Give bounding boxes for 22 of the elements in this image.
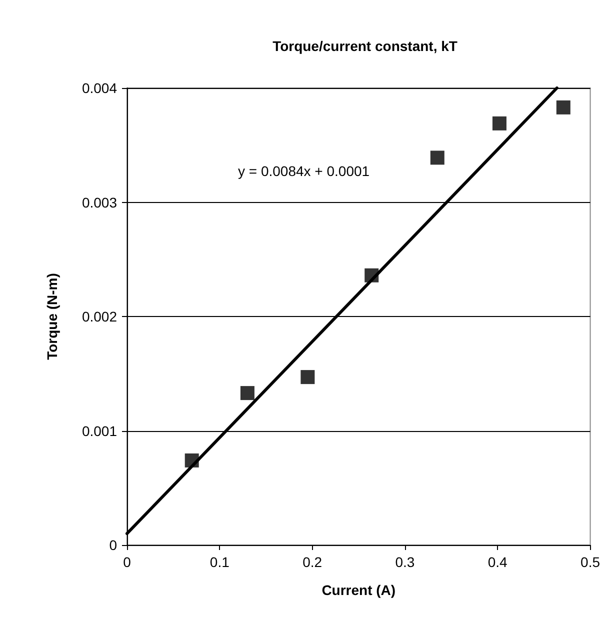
x-tick-label: 0.1 (210, 554, 230, 570)
point (364, 268, 379, 282)
y-tick-label: 0 (109, 537, 118, 553)
annotation: y = 0.0084x + 0.0001 (238, 163, 370, 179)
point (300, 370, 315, 384)
point (240, 386, 254, 400)
point (184, 453, 199, 468)
x-tick-label: 0.2 (302, 554, 322, 570)
y-axis-title: Torque (N-m) (44, 273, 60, 360)
x-tick-label: 0 (123, 554, 132, 570)
x-tick-label: 0.3 (395, 554, 415, 570)
y-tick-label: 0.004 (82, 80, 118, 96)
x-tick-label: 0.4 (488, 554, 508, 570)
point (556, 100, 570, 114)
y-tick-label: 0.003 (82, 194, 118, 210)
point (430, 150, 444, 165)
chart-title: Torque/current constant, kT (272, 38, 458, 54)
point (492, 116, 506, 130)
y-tick-label: 0.002 (82, 308, 118, 324)
x-tick-label: 0.5 (580, 554, 600, 570)
y-tick-label: 0.001 (82, 422, 118, 439)
x-axis-title: Current (A) (322, 582, 396, 598)
